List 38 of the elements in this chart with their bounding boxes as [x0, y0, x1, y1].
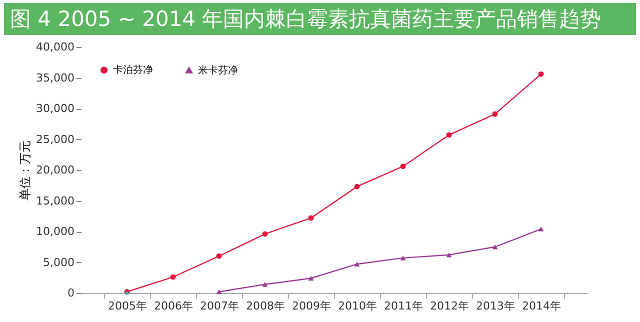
y-tick-label: 35,000 — [36, 71, 74, 84]
x-tick-label: 2012年 — [430, 300, 469, 312]
point — [400, 164, 406, 170]
point — [354, 262, 360, 266]
legend-label: 卡泊芬净 — [113, 64, 153, 76]
x-tick-label: 2010年 — [338, 300, 377, 312]
x-tick-label: 2006年 — [154, 300, 193, 312]
point — [308, 276, 314, 281]
y-tick-label: 10,000 — [36, 225, 74, 238]
y-axis-title: 单位：万元 — [18, 140, 32, 200]
point — [446, 132, 452, 138]
x-tick-label: 2014年 — [522, 300, 561, 312]
x-tick-label: 2005年 — [108, 300, 147, 312]
point — [538, 71, 544, 77]
legend-label: 米卡芬净 — [198, 64, 238, 76]
y-tick-label: 25,000 — [36, 132, 74, 146]
point — [354, 184, 360, 190]
x-tick-label: 2009年 — [292, 300, 331, 312]
point — [170, 274, 176, 280]
x-tick-label: 2011年 — [384, 300, 423, 312]
y-tick-label: 15,000 — [36, 194, 74, 208]
y-tick-label: 30,000 — [36, 102, 74, 115]
point — [400, 256, 406, 260]
point — [216, 289, 222, 294]
y-tick-label: 20,000 — [36, 164, 74, 176]
point — [262, 231, 268, 237]
point — [492, 111, 498, 117]
point — [538, 226, 544, 232]
chart-title: 图 4 2005 ~ 2014 年国内棘白霉素抗真菌药主要产品销售趋势 — [4, 3, 636, 35]
point — [262, 282, 268, 287]
x-tick-label: 2008年 — [246, 300, 285, 312]
x-tick-label: 2013年 — [476, 300, 515, 312]
point — [308, 215, 314, 221]
y-tick-label: 5,000 — [43, 256, 74, 269]
y-tick-label: 40,000 — [36, 40, 74, 54]
y-tick-label: 0 — [68, 286, 74, 300]
point — [216, 253, 222, 259]
x-tick-label: 2007年 — [200, 300, 239, 312]
